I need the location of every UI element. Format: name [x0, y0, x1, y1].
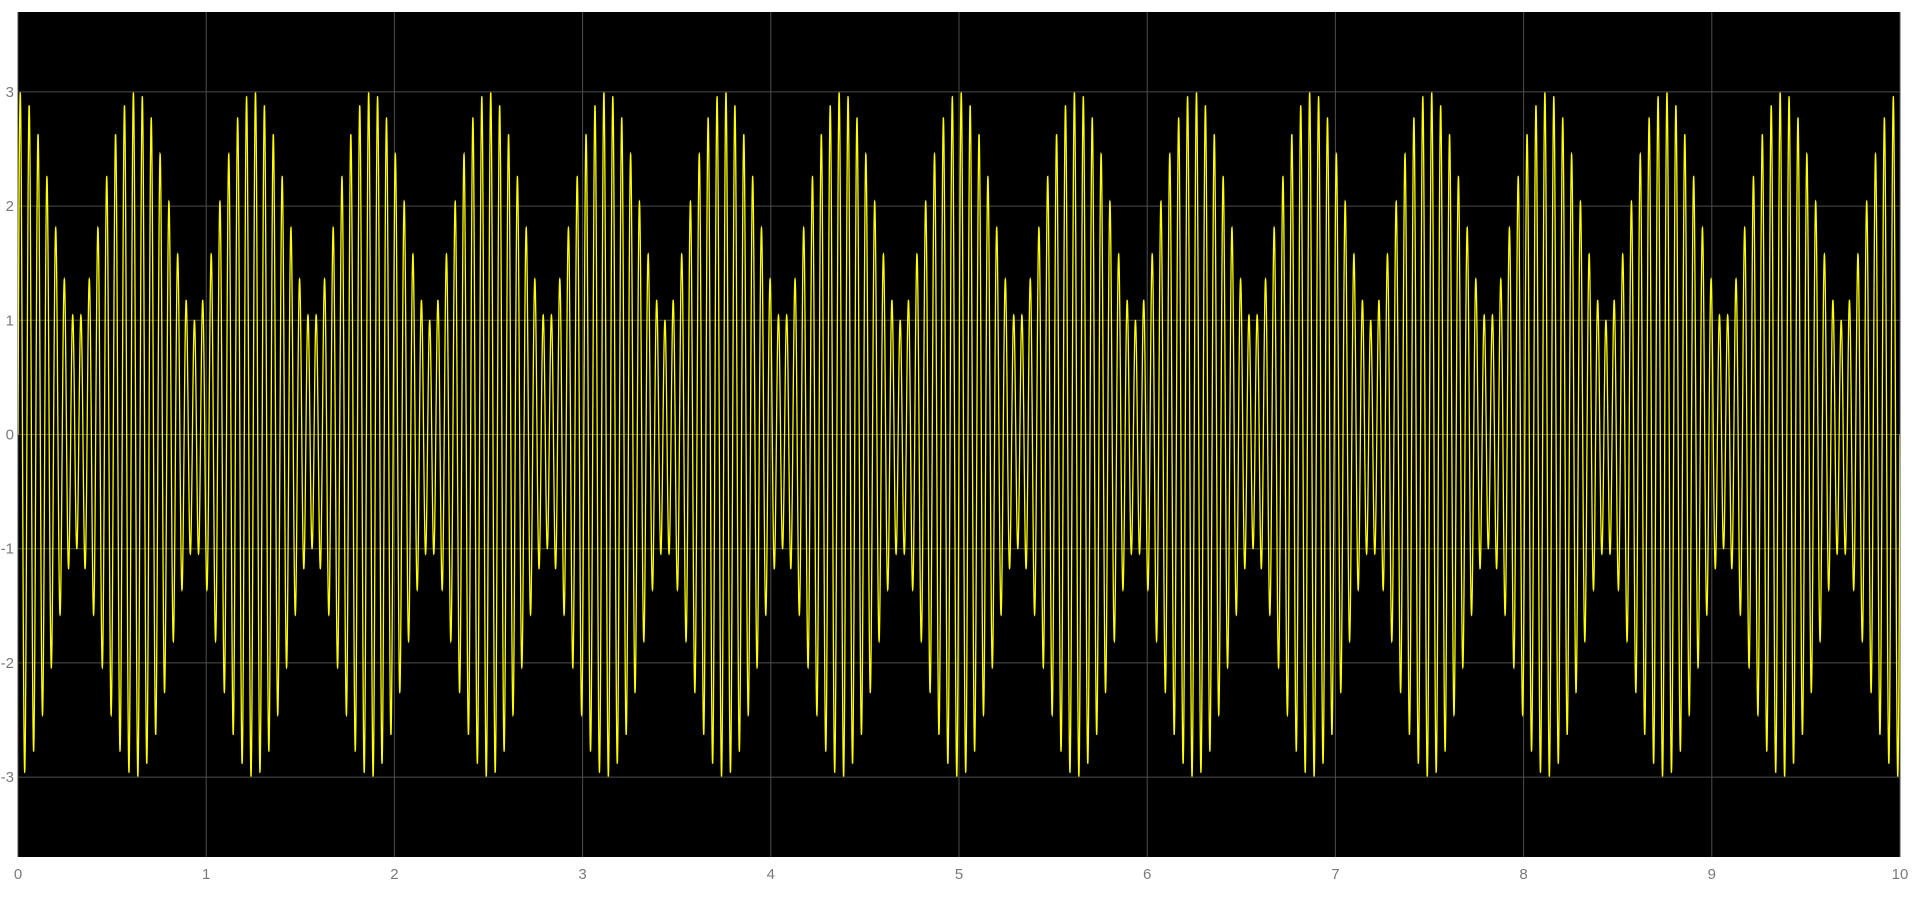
y-tick-label: 2 [6, 198, 14, 215]
y-tick-label: -3 [1, 769, 14, 786]
x-tick-label: 4 [767, 866, 775, 883]
x-tick-label: 1 [202, 866, 210, 883]
y-tick-label: -2 [1, 655, 14, 672]
x-tick-label: 5 [955, 866, 963, 883]
x-tick-label: 8 [1519, 866, 1527, 883]
y-tick-label: 3 [6, 84, 14, 101]
x-tick-label: 6 [1143, 866, 1151, 883]
y-axis-tick-labels: 3 2 1 0 -1 -2 -3 [1, 84, 14, 786]
x-tick-label: 9 [1708, 866, 1716, 883]
x-axis-tick-labels: 0 1 2 3 4 5 6 7 8 9 10 [14, 866, 1909, 883]
x-tick-label: 2 [390, 866, 398, 883]
x-tick-label: 3 [578, 866, 586, 883]
y-tick-label: 0 [6, 427, 14, 444]
x-tick-label: 10 [1892, 866, 1909, 883]
signal-trace [18, 92, 1900, 777]
y-tick-label: -1 [1, 541, 14, 558]
x-tick-label: 7 [1331, 866, 1339, 883]
x-tick-label: 0 [14, 866, 22, 883]
y-tick-label: 1 [6, 312, 14, 329]
